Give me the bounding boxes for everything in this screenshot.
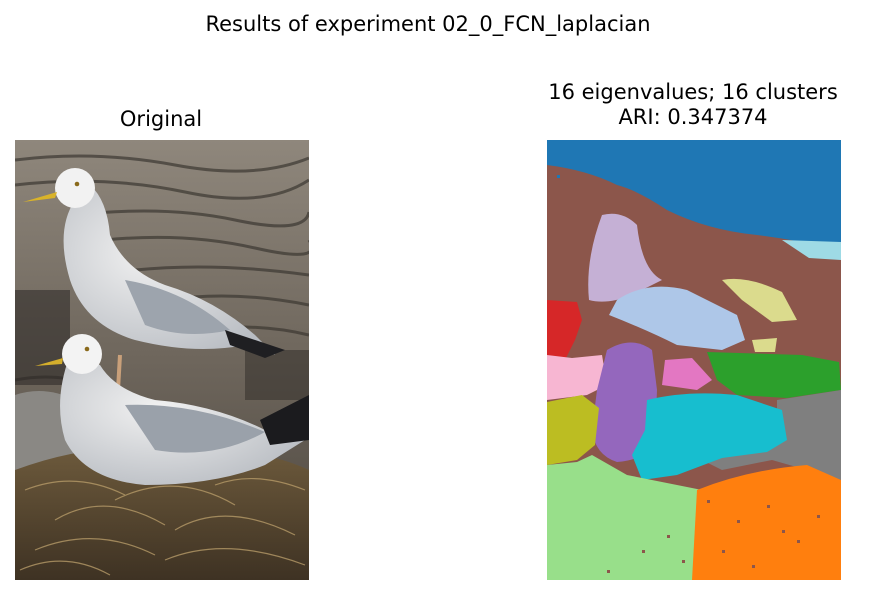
original-photo-drawing [15,140,309,580]
original-image [15,140,309,580]
original-panel-title: Original [119,107,203,131]
segmentation-panel-title: 16 eigenvalues; 16 clusters ARI: 0.34737… [548,80,838,129]
segmentation-drawing [547,140,841,580]
figure-suptitle: Results of experiment 02_0_FCN_laplacian [205,12,651,36]
segmentation-image [547,140,841,580]
